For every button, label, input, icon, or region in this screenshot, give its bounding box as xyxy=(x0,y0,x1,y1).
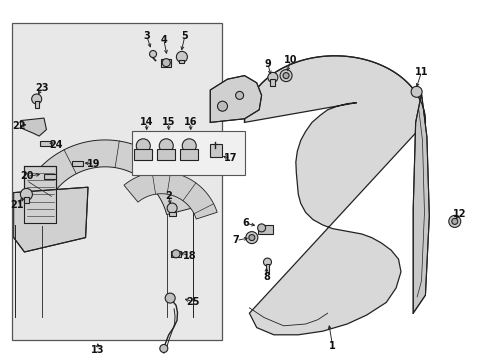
Text: 6: 6 xyxy=(242,218,248,228)
Circle shape xyxy=(32,94,41,104)
Bar xyxy=(168,212,175,216)
Circle shape xyxy=(136,139,150,153)
Circle shape xyxy=(20,188,32,201)
Circle shape xyxy=(160,345,167,352)
Circle shape xyxy=(172,250,180,258)
Text: 11: 11 xyxy=(414,67,427,77)
Polygon shape xyxy=(20,118,46,136)
Circle shape xyxy=(149,50,156,58)
Text: 16: 16 xyxy=(183,117,197,127)
Circle shape xyxy=(451,219,457,224)
Text: 18: 18 xyxy=(183,251,196,261)
Circle shape xyxy=(217,101,227,111)
Circle shape xyxy=(448,215,460,228)
Text: 24: 24 xyxy=(49,140,63,150)
Bar xyxy=(161,59,171,67)
Circle shape xyxy=(410,86,421,97)
Bar xyxy=(180,149,198,160)
Text: 25: 25 xyxy=(186,297,200,307)
Circle shape xyxy=(280,69,291,82)
Circle shape xyxy=(165,293,175,303)
Circle shape xyxy=(159,139,173,153)
Bar xyxy=(24,197,29,203)
Polygon shape xyxy=(14,187,88,252)
Bar xyxy=(179,60,184,63)
Circle shape xyxy=(263,258,271,266)
Text: 7: 7 xyxy=(232,235,239,246)
Circle shape xyxy=(248,235,254,240)
Bar xyxy=(134,149,152,160)
Circle shape xyxy=(283,73,288,78)
Text: 21: 21 xyxy=(10,200,24,210)
Circle shape xyxy=(182,139,196,153)
Bar xyxy=(270,79,275,86)
Circle shape xyxy=(235,91,243,99)
Text: 23: 23 xyxy=(35,83,48,93)
Text: 13: 13 xyxy=(91,345,104,355)
Bar xyxy=(157,149,175,160)
Text: 8: 8 xyxy=(263,272,269,282)
Polygon shape xyxy=(412,94,428,313)
Bar xyxy=(44,174,56,179)
Text: 10: 10 xyxy=(284,55,297,66)
Bar xyxy=(258,225,272,234)
Polygon shape xyxy=(210,76,261,122)
Text: 14: 14 xyxy=(140,117,153,127)
Text: 17: 17 xyxy=(224,153,237,163)
Text: 22: 22 xyxy=(12,121,25,131)
Circle shape xyxy=(257,224,265,232)
Text: 1: 1 xyxy=(328,341,335,351)
Polygon shape xyxy=(24,166,56,223)
Circle shape xyxy=(162,59,170,67)
Bar xyxy=(40,141,51,146)
Text: 20: 20 xyxy=(20,171,34,181)
Bar xyxy=(12,23,222,340)
Polygon shape xyxy=(15,140,192,226)
Text: 15: 15 xyxy=(162,117,175,127)
Text: 2: 2 xyxy=(165,191,172,201)
Polygon shape xyxy=(124,172,217,219)
Circle shape xyxy=(167,203,177,213)
Text: 9: 9 xyxy=(264,59,271,69)
Bar xyxy=(35,101,39,108)
Bar xyxy=(72,161,83,166)
Text: 5: 5 xyxy=(181,31,188,41)
Polygon shape xyxy=(244,56,425,335)
Bar xyxy=(132,131,244,175)
Text: 19: 19 xyxy=(87,159,101,169)
Bar xyxy=(210,144,222,157)
Circle shape xyxy=(176,51,187,62)
Text: 4: 4 xyxy=(160,35,167,45)
Bar xyxy=(265,264,269,272)
Circle shape xyxy=(245,231,257,244)
Bar xyxy=(171,251,181,257)
Circle shape xyxy=(267,72,277,82)
Text: 12: 12 xyxy=(452,209,466,219)
Text: 3: 3 xyxy=(143,31,150,41)
